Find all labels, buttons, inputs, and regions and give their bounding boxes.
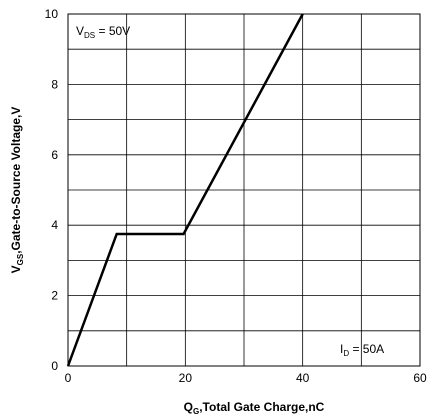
annotation-id-rest: = 50A bbox=[349, 342, 384, 356]
x-tick-label: 60 bbox=[413, 371, 427, 385]
x-axis-title-rest: ,Total Gate Charge,nC bbox=[199, 400, 324, 414]
x-tick-label: 40 bbox=[296, 371, 310, 385]
x-axis-title: QG,Total Gate Charge,nC bbox=[184, 400, 325, 416]
y-axis-title-main: V bbox=[9, 265, 23, 273]
y-tick-label: 6 bbox=[51, 148, 58, 162]
y-tick-label: 4 bbox=[51, 218, 58, 232]
annotation-vds-rest: = 50V bbox=[95, 24, 130, 38]
y-tick-label: 8 bbox=[51, 77, 58, 91]
tick-labels: 0 20 40 60 0 2 4 6 8 10 bbox=[45, 7, 427, 385]
y-axis-title-rest: ,Gate-to-Source Voltage,V bbox=[9, 107, 23, 254]
y-tick-label: 10 bbox=[45, 7, 59, 21]
annotation-vds-sub: DS bbox=[84, 31, 95, 40]
x-axis-title-main: Q bbox=[184, 400, 193, 414]
annotation-vds: VDS = 50V bbox=[76, 24, 130, 40]
y-tick-label: 2 bbox=[51, 289, 58, 303]
x-axis-title-sub: G bbox=[193, 407, 199, 416]
annotation-id-sub: D bbox=[343, 349, 349, 358]
annotation-id-main: I bbox=[340, 342, 343, 356]
series-line bbox=[66, 13, 304, 367]
x-tick-label: 0 bbox=[65, 371, 72, 385]
x-tick-label: 20 bbox=[179, 371, 193, 385]
y-axis-title: VGS,Gate-to-Source Voltage,V bbox=[9, 107, 25, 274]
grid bbox=[68, 14, 420, 366]
annotation-vds-main: V bbox=[76, 24, 84, 38]
annotation-id: ID = 50A bbox=[340, 342, 384, 358]
plot-frame bbox=[67, 13, 421, 367]
y-tick-label: 0 bbox=[51, 359, 58, 373]
y-axis-title-sub: GS bbox=[16, 253, 25, 265]
